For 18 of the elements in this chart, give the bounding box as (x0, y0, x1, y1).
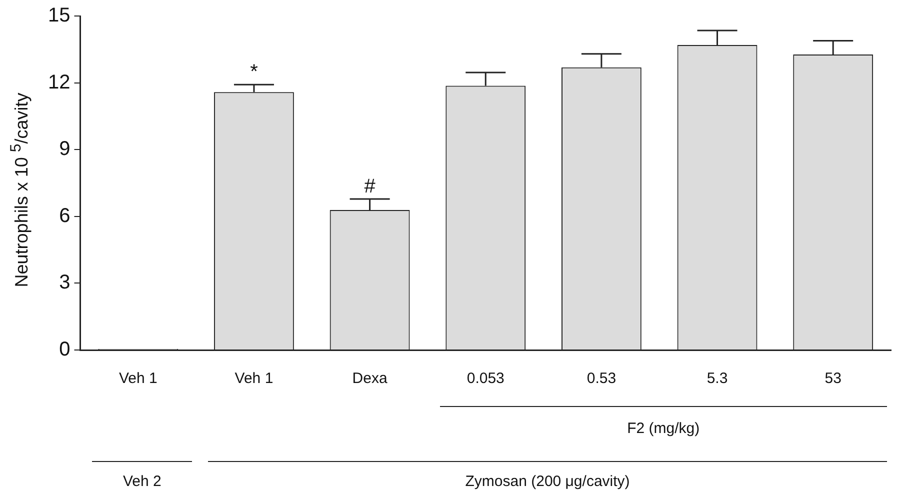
y-tick-label: 6 (59, 204, 70, 227)
text: Veh 2 (122, 473, 162, 490)
x-tick-label: Veh 1 (118, 370, 158, 388)
y-tick-label: 15 (48, 4, 70, 27)
data-label: # (364, 176, 376, 198)
x-tick-label: 0.053 (466, 370, 504, 388)
y-tick-label: 0 (59, 338, 70, 361)
x-tick-label: 0.53 (586, 370, 616, 388)
text: F2 (mg/kg) (626, 420, 701, 437)
x-tick-label: 53 (824, 370, 842, 388)
text: Zymosan (200 μg/cavity) (464, 473, 631, 490)
y-tick-label: 12 (48, 71, 70, 94)
x-tick-label: 5.3 (706, 370, 728, 388)
data-label: * (250, 61, 258, 84)
x-tick-label: Veh 1 (234, 370, 274, 388)
y-tick-label: 3 (59, 272, 70, 294)
x-tick-label: Dexa (352, 370, 388, 388)
y-tick-label: 9 (59, 138, 70, 160)
